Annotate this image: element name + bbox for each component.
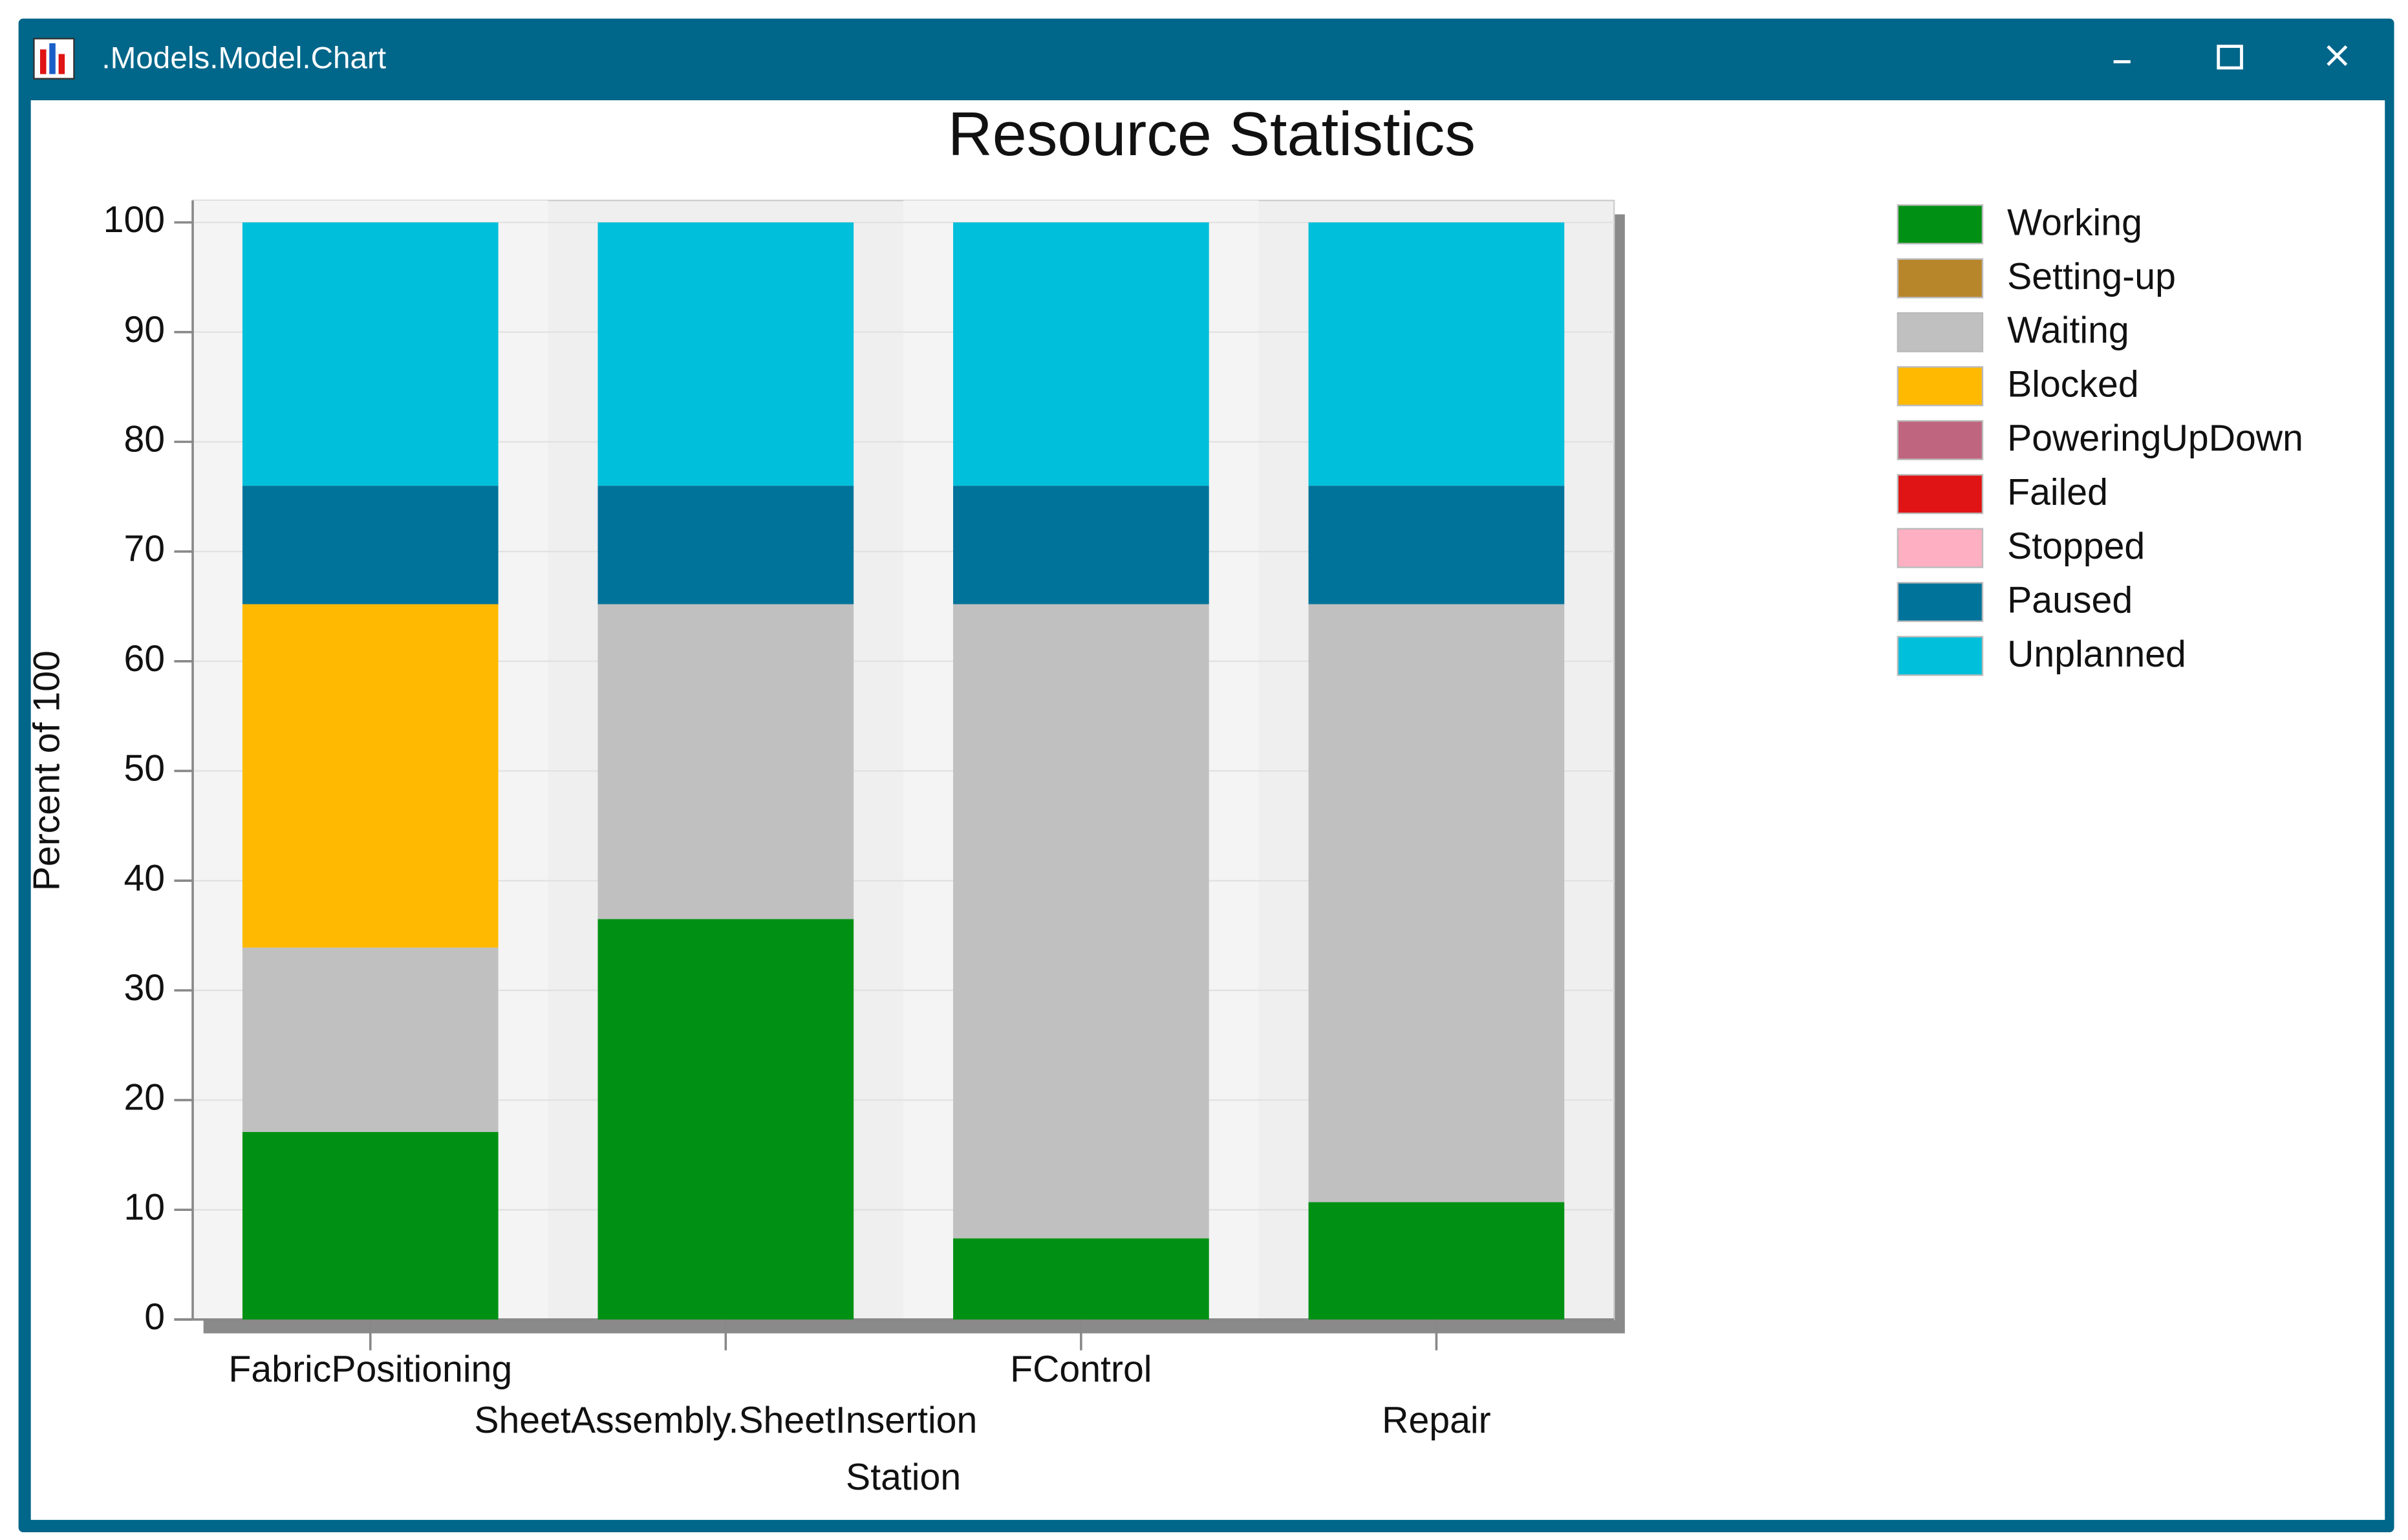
legend-label: Setting-up bbox=[2007, 256, 2176, 297]
legend-swatch bbox=[1897, 258, 1984, 299]
legend-swatch bbox=[1897, 420, 1984, 460]
x-tick-label: Repair bbox=[1382, 1400, 1491, 1441]
y-tick-label: 10 bbox=[124, 1186, 165, 1228]
legend-swatch bbox=[1897, 582, 1984, 623]
y-tick-label: 90 bbox=[124, 309, 165, 350]
legend-label: PoweringUpDown bbox=[2007, 418, 2303, 459]
y-tick-label: 30 bbox=[124, 967, 165, 1009]
legend-swatch bbox=[1897, 636, 1984, 676]
chart-title: Resource Statistics bbox=[948, 100, 1476, 169]
maximize-glyph bbox=[2217, 45, 2243, 70]
y-axis-label: Percent of 100 bbox=[26, 650, 67, 891]
bar-segment bbox=[953, 604, 1209, 1239]
y-tick-label: 60 bbox=[124, 638, 165, 679]
legend-label: Paused bbox=[2007, 579, 2133, 621]
bar-segment bbox=[953, 1238, 1209, 1320]
y-tick-label: 80 bbox=[124, 419, 165, 460]
legend-swatch bbox=[1897, 474, 1984, 515]
bar-segment bbox=[597, 919, 854, 1320]
legend-label: Blocked bbox=[2007, 364, 2139, 405]
app-icon bbox=[33, 37, 75, 80]
button-area[interactable] bbox=[2192, 31, 2269, 87]
legend-label: Stopped bbox=[2007, 526, 2145, 567]
y-tick-label: 100 bbox=[103, 199, 165, 241]
legend-label: Failed bbox=[2007, 472, 2108, 513]
bar-segment bbox=[597, 222, 854, 486]
x-tick-label: FControl bbox=[1010, 1349, 1152, 1390]
legend-label: Waiting bbox=[2007, 310, 2129, 351]
bar-segment bbox=[242, 486, 499, 604]
minimize-button[interactable] bbox=[2084, 31, 2161, 87]
bar-segment bbox=[953, 486, 1209, 604]
y-tick-label: 50 bbox=[124, 748, 165, 789]
bar-segment bbox=[1308, 486, 1565, 604]
y-tick-label: 20 bbox=[124, 1077, 165, 1118]
maximize-button[interactable] bbox=[2192, 31, 2269, 87]
x-tick-label: FabricPositioning bbox=[228, 1349, 512, 1390]
legend-label: Working bbox=[2007, 202, 2142, 243]
bar-segment bbox=[1308, 222, 1565, 486]
button-area[interactable] bbox=[2084, 31, 2161, 87]
legend-swatch bbox=[1897, 312, 1984, 352]
x-tick-label: SheetAssembly.SheetInsertion bbox=[474, 1400, 977, 1441]
legend-label: Unplanned bbox=[2007, 634, 2186, 675]
legend-swatch bbox=[1897, 366, 1984, 407]
x-axis-label: Station bbox=[846, 1457, 961, 1498]
bar-segment bbox=[1308, 1202, 1565, 1320]
bar-segment bbox=[242, 1131, 499, 1320]
y-tick-label: 70 bbox=[124, 528, 165, 570]
close-button[interactable] bbox=[2300, 31, 2377, 87]
bar-segment bbox=[242, 604, 499, 948]
y-tick-label: 0 bbox=[144, 1296, 165, 1338]
legend-swatch bbox=[1897, 528, 1984, 568]
close-glyph bbox=[2327, 45, 2348, 66]
icon-bar bbox=[58, 54, 65, 74]
bar-segment bbox=[597, 486, 854, 604]
bar-segment bbox=[242, 947, 499, 1132]
bar-segment bbox=[597, 604, 854, 919]
y-tick-label: 40 bbox=[124, 857, 165, 899]
legend-swatch bbox=[1897, 204, 1984, 245]
icon-bar bbox=[49, 43, 56, 74]
window-title: .Models.Model.Chart bbox=[102, 41, 386, 76]
icon-bar bbox=[39, 49, 47, 74]
bar-segment bbox=[1308, 604, 1565, 1203]
bar-segment bbox=[242, 222, 499, 486]
bar-segment bbox=[953, 222, 1209, 486]
